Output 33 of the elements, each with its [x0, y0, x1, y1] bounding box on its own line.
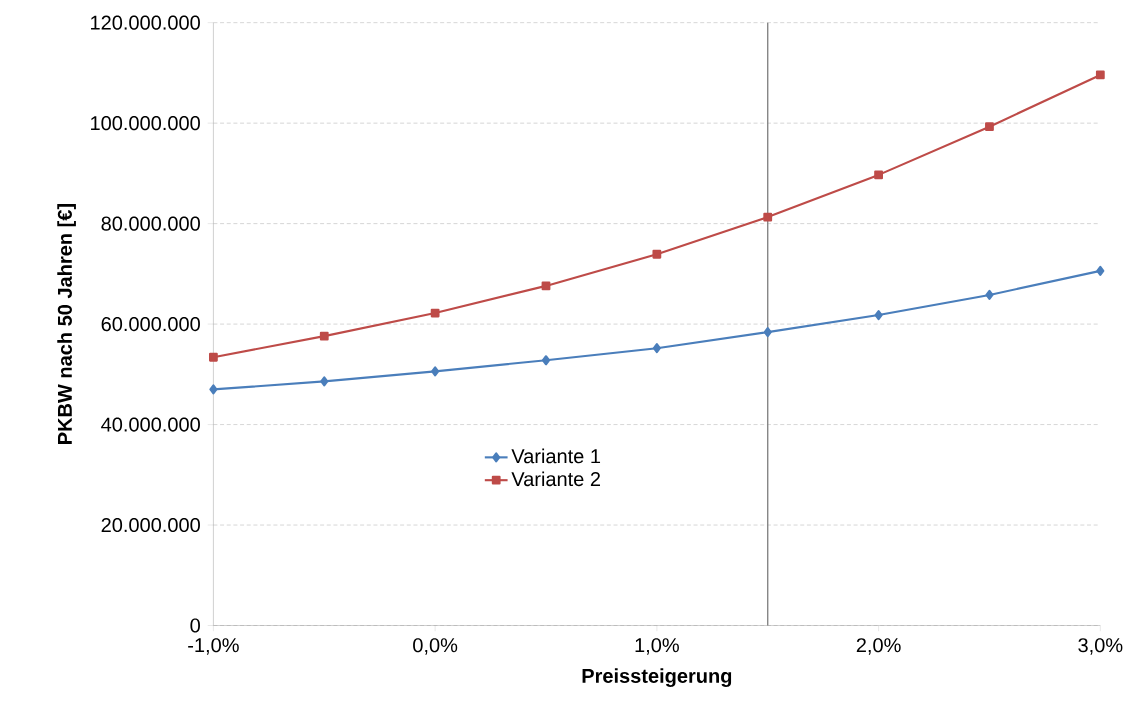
- point: [763, 212, 773, 222]
- legend-label: Variante 1: [511, 448, 601, 464]
- x-tick-label: 2,0%: [856, 638, 901, 655]
- point: [209, 352, 218, 362]
- point: [430, 308, 440, 318]
- y-tick-label: 100.000.000: [91, 116, 200, 131]
- point: [431, 366, 440, 377]
- point: [985, 122, 994, 132]
- y-tick-label: 60.000.000: [101, 317, 200, 332]
- point: [652, 343, 661, 354]
- point: [320, 376, 329, 387]
- y-tick-label: 20.000.000: [101, 518, 200, 533]
- point: [541, 355, 551, 366]
- x-tick-label: 0,0%: [413, 638, 458, 655]
- point: [874, 170, 883, 180]
- point: [652, 249, 662, 259]
- point: [985, 289, 994, 301]
- point: [763, 327, 772, 338]
- point: [1095, 70, 1105, 80]
- y-tick-label: 80.000.000: [101, 216, 200, 231]
- y-tick-label: 120.000.000: [91, 15, 200, 30]
- x-tick-label: -1,0%: [188, 638, 239, 655]
- point: [874, 310, 883, 321]
- point: [319, 331, 329, 341]
- y-axis-title: PKBW nach 50 Jahren [€]: [57, 204, 76, 444]
- x-tick-label: 3,0%: [1078, 638, 1123, 655]
- x-tick-label: 1,0%: [635, 638, 679, 655]
- x-axis-title: Preissteigerung: [582, 668, 732, 688]
- y-tick-label: 0: [190, 618, 200, 633]
- point: [209, 384, 218, 395]
- point: [1096, 265, 1105, 276]
- legend-label: Variante 2: [511, 471, 600, 487]
- y-tick-label: 40.000.000: [101, 417, 200, 432]
